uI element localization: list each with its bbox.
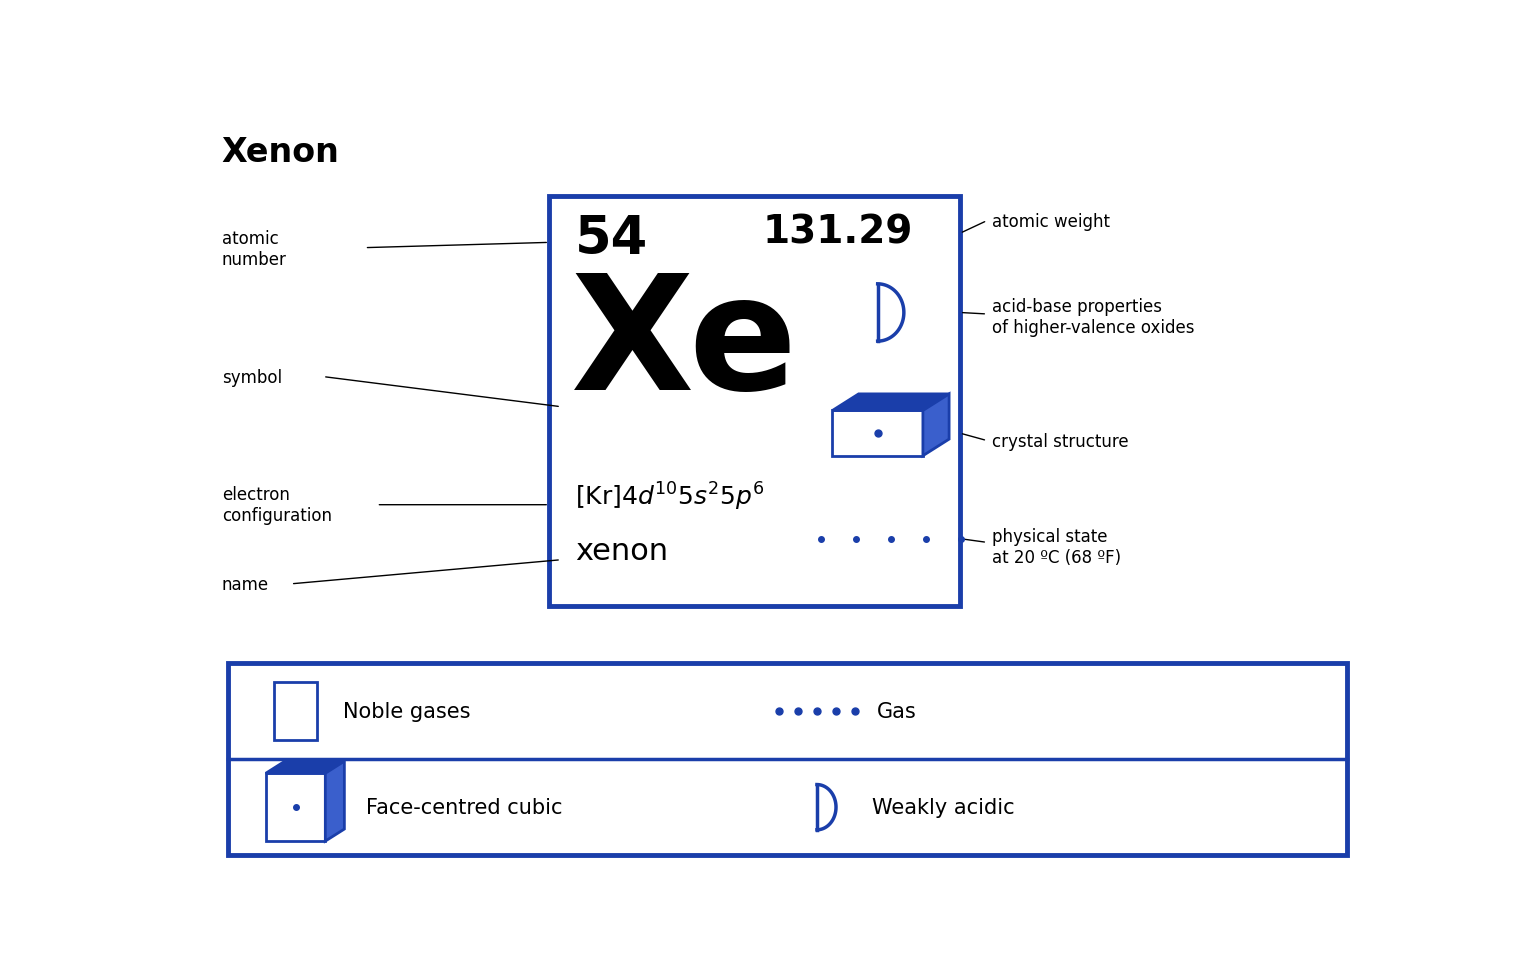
Text: 131.29: 131.29 xyxy=(763,213,912,251)
Text: electron
configuration: electron configuration xyxy=(221,486,332,524)
Text: name: name xyxy=(221,575,269,594)
Text: symbol: symbol xyxy=(221,368,283,386)
Text: Gas: Gas xyxy=(877,701,917,722)
FancyBboxPatch shape xyxy=(550,197,960,606)
Polygon shape xyxy=(833,394,949,411)
FancyBboxPatch shape xyxy=(273,683,316,740)
Text: Noble gases: Noble gases xyxy=(343,701,470,722)
Polygon shape xyxy=(266,774,326,841)
Text: acid-base properties
of higher-valence oxides: acid-base properties of higher-valence o… xyxy=(992,297,1195,336)
Polygon shape xyxy=(326,762,344,841)
Polygon shape xyxy=(833,411,923,456)
Text: Weakly acidic: Weakly acidic xyxy=(872,797,1014,818)
Text: $\mathrm{[Kr]4}d^{10}\mathrm{5}s^{2}\mathrm{5}p^{6}$: $\mathrm{[Kr]4}d^{10}\mathrm{5}s^{2}\mat… xyxy=(576,480,765,512)
Text: Xe: Xe xyxy=(570,268,797,422)
Text: atomic weight: atomic weight xyxy=(992,212,1111,230)
Text: 54: 54 xyxy=(576,213,648,265)
Text: crystal structure: crystal structure xyxy=(992,432,1129,450)
FancyBboxPatch shape xyxy=(227,663,1347,856)
Text: Face-centred cubic: Face-centred cubic xyxy=(366,797,562,818)
Text: physical state
at 20 ºC (68 ºF): physical state at 20 ºC (68 ºF) xyxy=(992,527,1121,566)
Polygon shape xyxy=(923,394,949,456)
Text: atomic
number: atomic number xyxy=(221,230,287,269)
Polygon shape xyxy=(266,762,344,774)
Text: xenon: xenon xyxy=(576,537,668,565)
Text: Xenon: Xenon xyxy=(221,136,339,169)
